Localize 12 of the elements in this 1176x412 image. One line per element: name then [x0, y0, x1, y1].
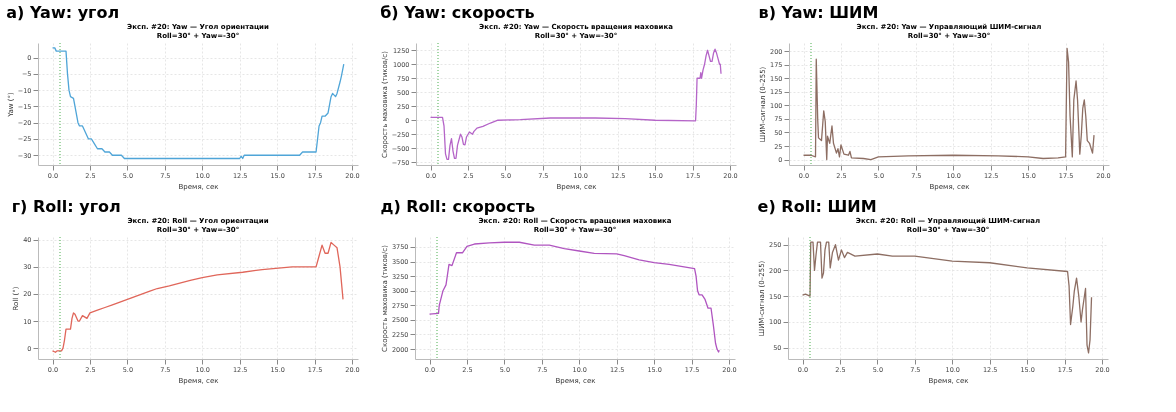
line-series	[51, 47, 345, 160]
chart-title: а) Yaw: угол	[6, 2, 120, 22]
chart-title: б) Yaw: скорость	[380, 2, 535, 22]
line-series	[802, 47, 1095, 161]
line-series	[801, 241, 1093, 354]
line-series	[51, 241, 344, 353]
chart-title: е) Roll: ШИМ	[757, 196, 877, 216]
line-series	[428, 241, 720, 353]
chart-title: в) Yaw: ШИМ	[758, 2, 879, 22]
chart-title: д) Roll: скорость	[380, 196, 536, 216]
chart-title: г) Roll: угол	[11, 196, 121, 216]
line-series	[429, 48, 722, 161]
